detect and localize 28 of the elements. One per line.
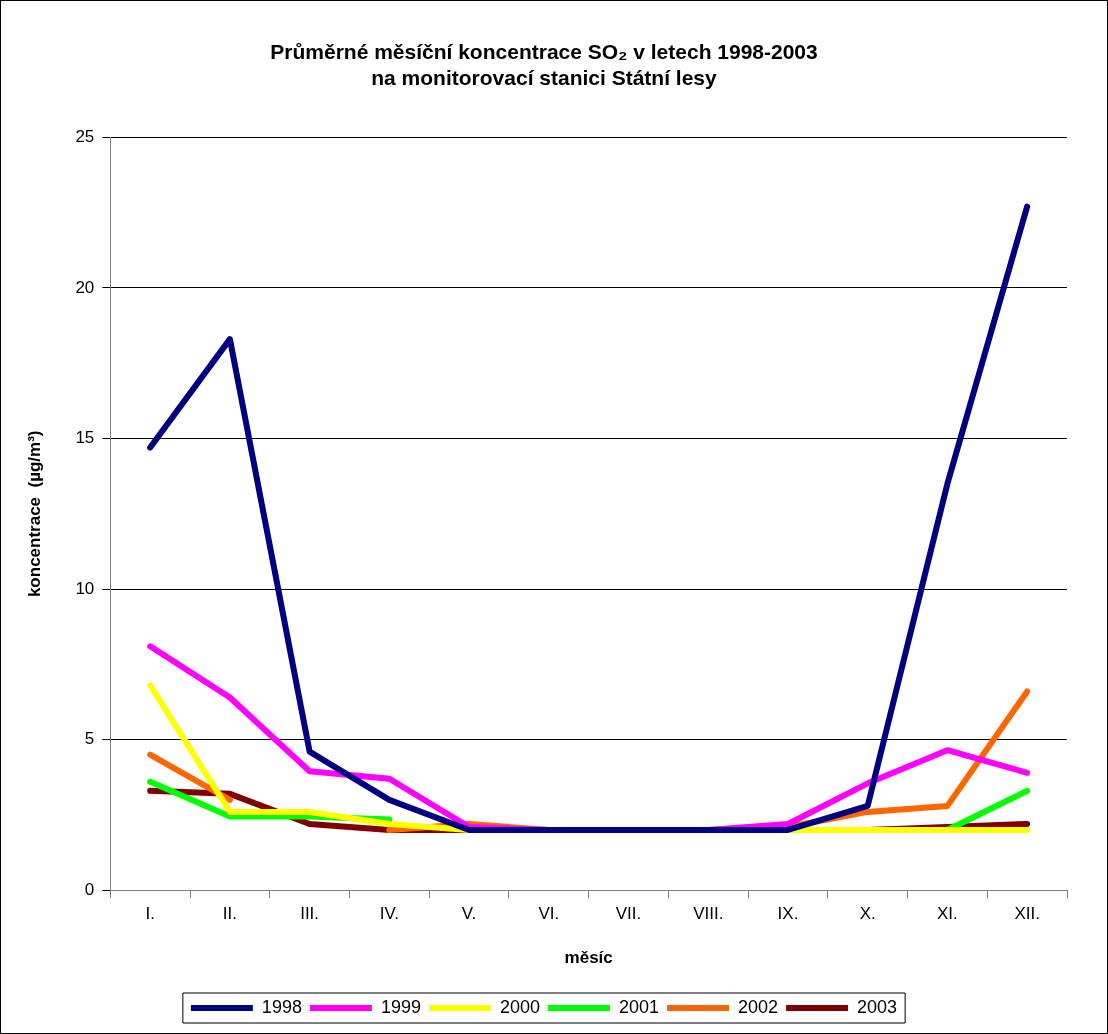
x-tick-label: XII. bbox=[1014, 904, 1040, 924]
legend-label: 1999 bbox=[380, 996, 421, 1017]
legend-label: 2002 bbox=[738, 996, 779, 1017]
y-axis-title: koncentrace (µg/m³) bbox=[24, 430, 44, 598]
x-tick-label: V. bbox=[461, 904, 477, 924]
y-tick-label: 0 bbox=[84, 879, 95, 899]
x-tick-label: VII. bbox=[615, 904, 642, 924]
x-tick-label: I. bbox=[145, 904, 155, 924]
x-tick-label: IV. bbox=[379, 904, 399, 924]
y-tick-label: 15 bbox=[75, 428, 95, 448]
y-tick-label: 10 bbox=[75, 578, 95, 598]
y-tick-label: 5 bbox=[84, 729, 95, 749]
x-tick-label: II. bbox=[222, 904, 237, 924]
x-tick-label: X. bbox=[859, 904, 876, 924]
x-tick-label: VI. bbox=[538, 904, 560, 924]
legend-label: 2003 bbox=[857, 996, 898, 1017]
text: Průměrné měsíční koncentrace SO₂ v letech 1998-2003 bbox=[270, 40, 818, 64]
legend-label: 2001 bbox=[619, 996, 660, 1017]
text: na monitorovací stanici Státní lesy bbox=[371, 65, 717, 89]
legend-label: 1998 bbox=[261, 996, 302, 1017]
y-tick-label: 20 bbox=[75, 277, 95, 297]
x-tick-label: VIII. bbox=[693, 904, 724, 924]
y-tick-label: 25 bbox=[75, 127, 95, 147]
x-axis-title: měsíc bbox=[564, 948, 613, 968]
x-tick-label: IX. bbox=[777, 904, 799, 924]
legend-label: 2000 bbox=[499, 996, 540, 1017]
x-tick-label: III. bbox=[300, 904, 320, 924]
x-tick-label: XI. bbox=[937, 904, 958, 924]
